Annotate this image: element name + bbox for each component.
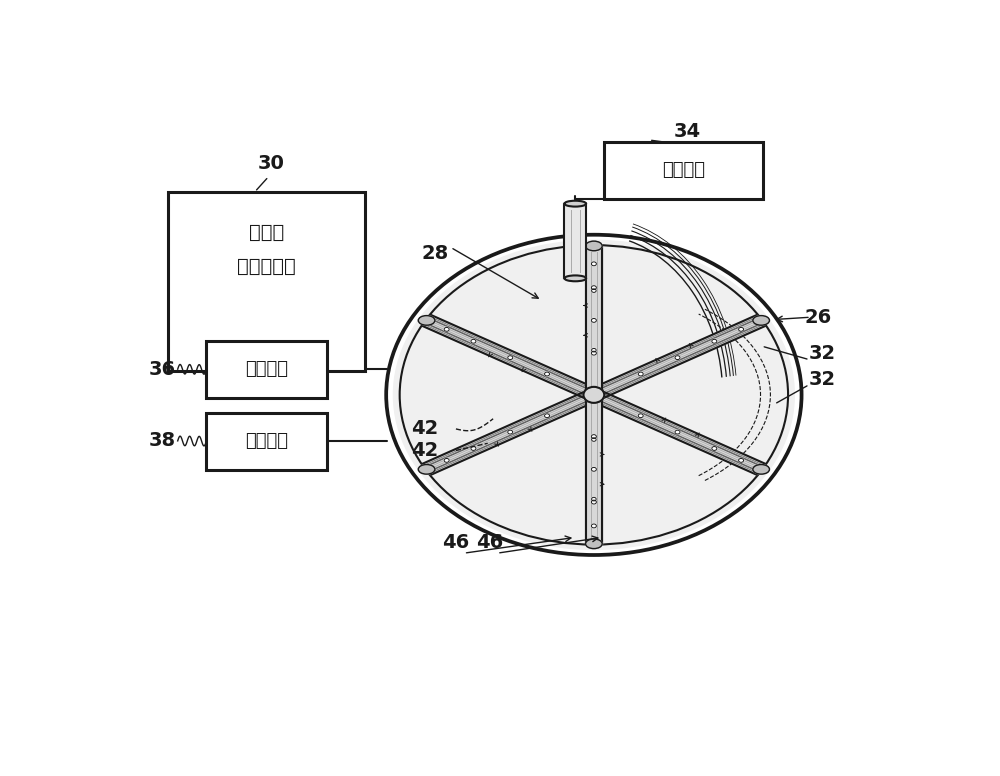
Circle shape [592, 393, 596, 397]
Text: 试剂分配器: 试剂分配器 [237, 257, 296, 276]
Ellipse shape [753, 316, 769, 325]
Text: 46: 46 [442, 533, 470, 552]
Ellipse shape [753, 465, 769, 474]
Text: 两件式: 两件式 [249, 223, 284, 242]
Circle shape [444, 327, 449, 331]
Text: 42: 42 [411, 419, 439, 438]
Text: 26: 26 [805, 308, 832, 327]
Ellipse shape [418, 316, 435, 325]
Polygon shape [586, 395, 602, 544]
Circle shape [592, 438, 596, 442]
Polygon shape [586, 246, 602, 395]
Circle shape [508, 355, 513, 359]
Text: 30: 30 [257, 154, 284, 173]
Polygon shape [590, 390, 765, 475]
Text: 28: 28 [421, 244, 449, 263]
Circle shape [591, 501, 596, 504]
Text: 34: 34 [673, 123, 700, 141]
Circle shape [712, 339, 717, 343]
Circle shape [591, 467, 596, 471]
Ellipse shape [586, 241, 602, 251]
Polygon shape [422, 315, 598, 400]
Ellipse shape [564, 201, 586, 206]
Text: 第一面板: 第一面板 [245, 361, 288, 379]
Circle shape [400, 245, 788, 545]
Text: 32: 32 [809, 370, 836, 390]
Text: 第二面板: 第二面板 [245, 432, 288, 450]
Circle shape [592, 497, 596, 501]
Circle shape [591, 352, 596, 355]
Circle shape [675, 355, 680, 359]
Text: 46: 46 [476, 533, 503, 552]
Circle shape [444, 459, 449, 462]
Text: 36: 36 [149, 359, 176, 379]
Circle shape [471, 446, 476, 450]
Circle shape [675, 430, 680, 434]
Text: 试剂储罐: 试剂储罐 [662, 161, 705, 179]
Bar [564, 203, 586, 279]
Polygon shape [590, 315, 765, 400]
Circle shape [739, 459, 744, 462]
Bar [206, 341, 326, 398]
Ellipse shape [418, 465, 435, 474]
Circle shape [471, 339, 476, 343]
Circle shape [591, 286, 596, 289]
Circle shape [591, 524, 596, 528]
Polygon shape [422, 390, 598, 475]
Text: 38: 38 [149, 431, 176, 450]
Circle shape [545, 372, 550, 376]
Ellipse shape [586, 539, 602, 549]
Circle shape [638, 372, 643, 376]
Circle shape [739, 327, 744, 331]
Bar [168, 192, 365, 371]
Circle shape [508, 430, 513, 434]
Circle shape [545, 414, 550, 417]
Circle shape [591, 262, 596, 265]
Circle shape [638, 414, 643, 417]
Circle shape [393, 241, 794, 549]
Text: 32: 32 [809, 344, 836, 362]
Circle shape [592, 348, 596, 352]
Circle shape [592, 289, 596, 293]
Bar [604, 142, 763, 199]
Circle shape [591, 318, 596, 322]
Bar [206, 413, 326, 469]
Ellipse shape [564, 275, 586, 281]
Circle shape [583, 387, 604, 403]
Circle shape [401, 246, 787, 544]
Circle shape [591, 435, 596, 438]
Text: 42: 42 [411, 441, 439, 460]
Circle shape [712, 446, 717, 450]
Bar [586, 246, 602, 544]
